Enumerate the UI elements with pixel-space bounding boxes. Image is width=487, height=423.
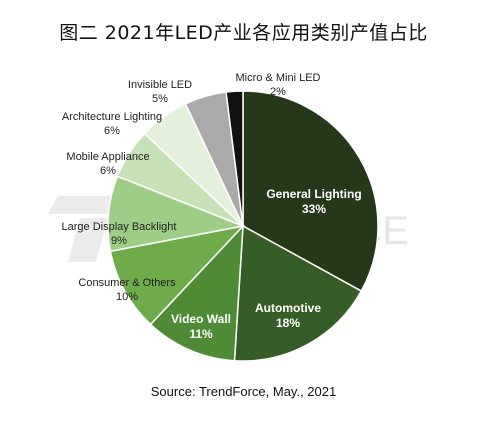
slice-label-value: 5% <box>152 93 168 105</box>
pie-slice-automotive <box>233 224 363 362</box>
slice-label-name: Mobile Appliance <box>66 151 149 163</box>
pie-slice-video-wall <box>149 223 244 362</box>
slice-label-name: Large Display Backlight <box>62 221 177 233</box>
slice-label-value: 2% <box>270 86 286 98</box>
slice-label-value: 10% <box>116 291 138 303</box>
slice-label: Large Display Backlight 9% <box>62 221 177 247</box>
slice-label-value: 6% <box>100 165 116 177</box>
pie-slice-consumer-others <box>109 224 246 326</box>
pie-slice-general-lighting <box>242 90 379 293</box>
slice-label-value: 33% <box>302 202 326 216</box>
slice-label: Invisible LED 5% <box>128 79 192 105</box>
slice-label: Micro & Mini LED 2% <box>236 72 321 98</box>
pie-slices <box>107 90 379 362</box>
slice-label-value: 11% <box>189 327 213 341</box>
pie-slice-micro-mini-led <box>225 90 244 227</box>
slice-label-name: General Lighting <box>266 187 361 201</box>
slice-label-name: Consumer & Others <box>78 277 176 289</box>
chart-source: Source: TrendForce, May., 2021 <box>150 384 337 399</box>
slice-label-name: Architecture Lighting <box>62 111 162 123</box>
slice-label-name: Invisible LED <box>128 79 192 91</box>
slice-label-name: Automotive <box>255 301 321 315</box>
slice-label-name: Video Wall <box>171 312 231 326</box>
slice-label-value: 18% <box>276 316 300 330</box>
slice-label: Architecture Lighting 6% <box>62 111 162 137</box>
slice-label: Consumer & Others 10% <box>78 277 176 303</box>
watermark-logo <box>48 196 120 214</box>
slice-label-name: Micro & Mini LED <box>236 72 321 84</box>
watermark-logo <box>68 218 108 262</box>
slice-label-value: 6% <box>104 125 120 137</box>
slice-label-value: 9% <box>111 235 127 247</box>
slice-label: Mobile Appliance 6% <box>66 151 149 177</box>
chart-title: 图二 2021年LED产业各应用类别产值占比 <box>59 22 428 44</box>
